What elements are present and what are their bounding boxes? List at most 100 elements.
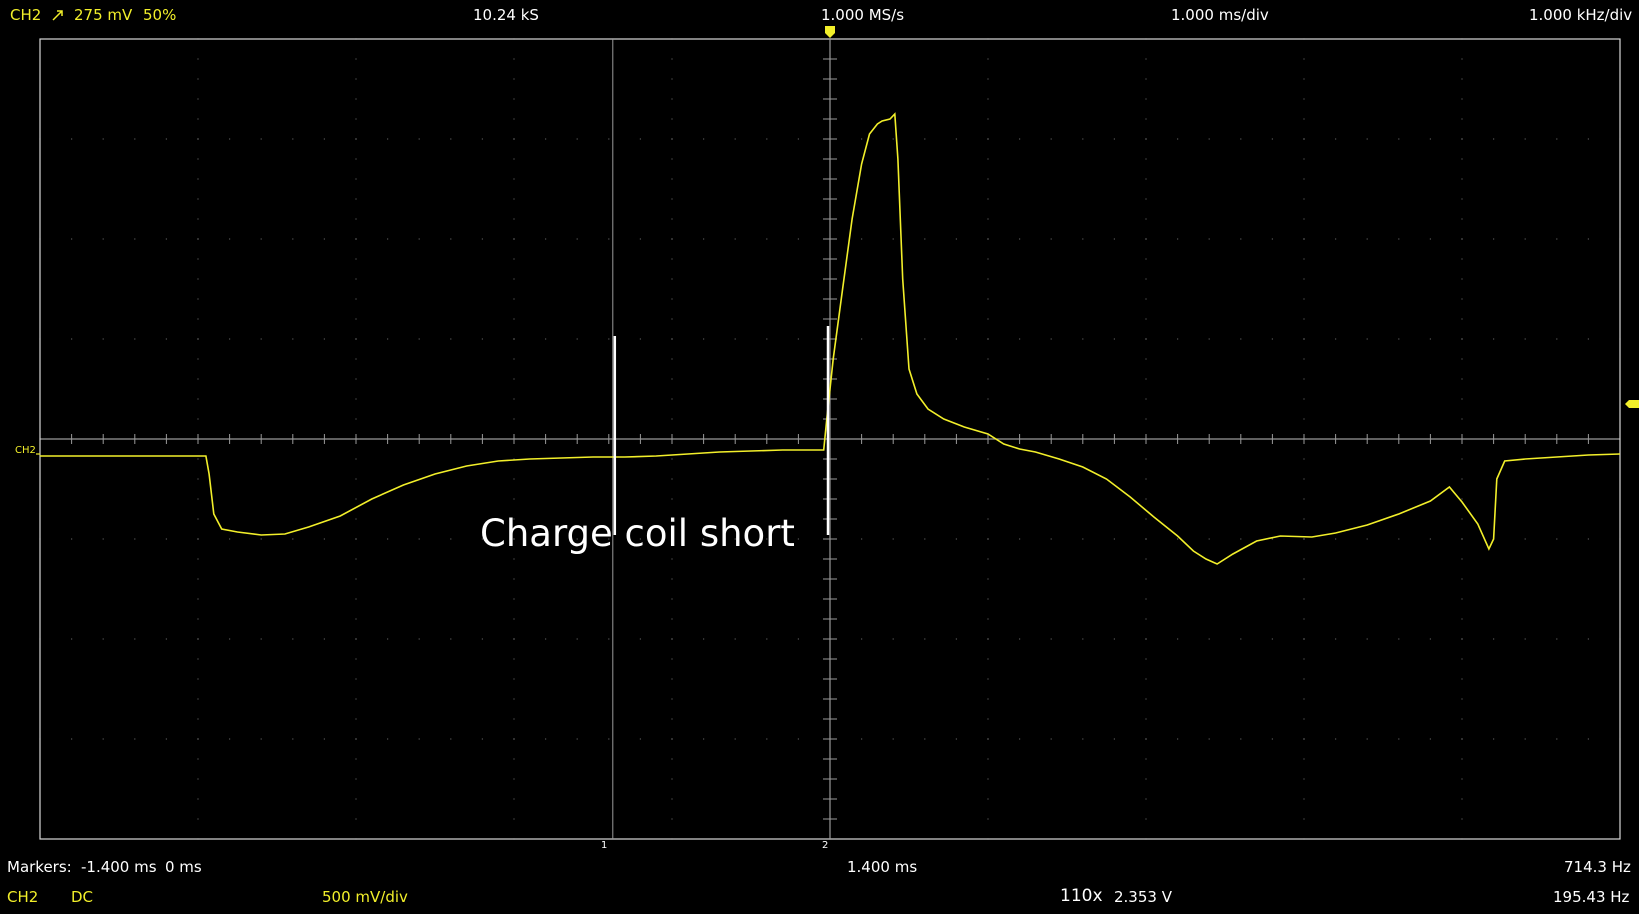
grid-dot <box>671 98 673 100</box>
grid-dot <box>418 638 420 640</box>
grid-dot <box>355 258 357 260</box>
grid-dot <box>703 238 705 240</box>
grid-dot <box>197 718 199 720</box>
marker-1-time[interactable]: -1.400 ms <box>81 858 157 876</box>
grid-dot <box>1019 338 1021 340</box>
grid-dot <box>987 758 989 760</box>
grid-dot <box>197 178 199 180</box>
grid-dot <box>1303 158 1305 160</box>
grid-dot <box>1050 738 1052 740</box>
sample-rate[interactable]: 1.000 MS/s <box>821 6 905 24</box>
grid-dot <box>797 738 799 740</box>
sample-count[interactable]: 10.24 kS <box>473 6 539 24</box>
grid-dot <box>1303 398 1305 400</box>
grid-dot <box>987 78 989 80</box>
grid-dot <box>671 818 673 820</box>
grid-dot <box>1493 638 1495 640</box>
grid-dot <box>987 198 989 200</box>
grid-dot <box>1303 558 1305 560</box>
grid-dot <box>1082 738 1084 740</box>
grid-dot <box>766 738 768 740</box>
timebase[interactable]: 1.000 ms/div <box>1171 6 1269 24</box>
grid-dot <box>1303 278 1305 280</box>
grid-dot <box>355 718 357 720</box>
grid-dot <box>1303 598 1305 600</box>
coupling-mode[interactable]: DC <box>71 888 94 906</box>
grid-dot <box>1271 738 1273 740</box>
grid-dot <box>608 738 610 740</box>
grid-dot <box>608 638 610 640</box>
grid-dot <box>71 238 73 240</box>
grid-dot <box>671 618 673 620</box>
grid-dot <box>1208 738 1210 740</box>
trigger-position[interactable]: 50% <box>143 6 177 24</box>
grid-dot <box>671 638 673 640</box>
grid-dot <box>292 638 294 640</box>
grid-dot <box>450 538 452 540</box>
grid-dot <box>134 238 136 240</box>
grid-dot <box>987 738 989 740</box>
top-channel-label[interactable]: CH2 <box>10 6 42 24</box>
grid-dot <box>513 758 515 760</box>
grid-dot <box>987 378 989 380</box>
grid-dot <box>1145 258 1147 260</box>
grid-dot <box>671 478 673 480</box>
trigger-position-icon[interactable] <box>825 26 835 38</box>
grid-dot <box>1461 698 1463 700</box>
grid-dot <box>197 138 199 140</box>
grid-dot <box>671 778 673 780</box>
grid-dot <box>355 618 357 620</box>
grid-dot <box>987 58 989 60</box>
grid-dot <box>355 138 357 140</box>
grid-dot <box>1461 218 1463 220</box>
grid-dot <box>355 178 357 180</box>
grid-dot <box>197 198 199 200</box>
grid-dot <box>861 138 863 140</box>
grid-dot <box>576 738 578 740</box>
zoom-factor[interactable]: 110x <box>1060 886 1103 906</box>
grid-dot <box>987 658 989 660</box>
grid-dot <box>671 498 673 500</box>
grid-dot <box>229 238 231 240</box>
grid-dot <box>1461 118 1463 120</box>
grid-dot <box>1461 398 1463 400</box>
grid-dot <box>892 238 894 240</box>
grid-dot <box>1461 538 1463 540</box>
grid-dot <box>1145 158 1147 160</box>
grid-dot <box>165 138 167 140</box>
frequency-scale[interactable]: 1.000 kHz/div <box>1529 6 1633 24</box>
grid-dot <box>1366 638 1368 640</box>
grid-dot <box>134 138 136 140</box>
grid-dot <box>1145 278 1147 280</box>
grid-dot <box>1303 698 1305 700</box>
grid-dot <box>355 298 357 300</box>
grid-dot <box>1366 738 1368 740</box>
grid-dot <box>955 738 957 740</box>
grid-dot <box>481 338 483 340</box>
grid-dot <box>355 218 357 220</box>
grid-dot <box>987 798 989 800</box>
grid-dot <box>955 338 957 340</box>
grid-dot <box>703 538 705 540</box>
grid-dot <box>1303 98 1305 100</box>
marker-2-time[interactable]: 0 ms <box>165 858 202 876</box>
grid-dot <box>481 138 483 140</box>
vertical-scale[interactable]: 500 mV/div <box>322 888 408 906</box>
grid-dot <box>513 638 515 640</box>
grid-dot <box>608 538 610 540</box>
bottom-channel-label[interactable]: CH2 <box>7 888 39 906</box>
grid-dot <box>1303 498 1305 500</box>
rising-edge-icon[interactable] <box>52 9 64 21</box>
grid-dot <box>355 238 357 240</box>
grid-dot <box>450 638 452 640</box>
grid-dot <box>418 138 420 140</box>
grid-dot <box>703 338 705 340</box>
grid-dot <box>1019 638 1021 640</box>
grid-dot <box>987 318 989 320</box>
grid-dot <box>513 198 515 200</box>
trigger-level-icon[interactable] <box>1625 400 1639 408</box>
grid-dot <box>323 238 325 240</box>
grid-dot <box>1208 338 1210 340</box>
trigger-level[interactable]: 275 mV <box>74 6 133 24</box>
grid-dot <box>987 158 989 160</box>
